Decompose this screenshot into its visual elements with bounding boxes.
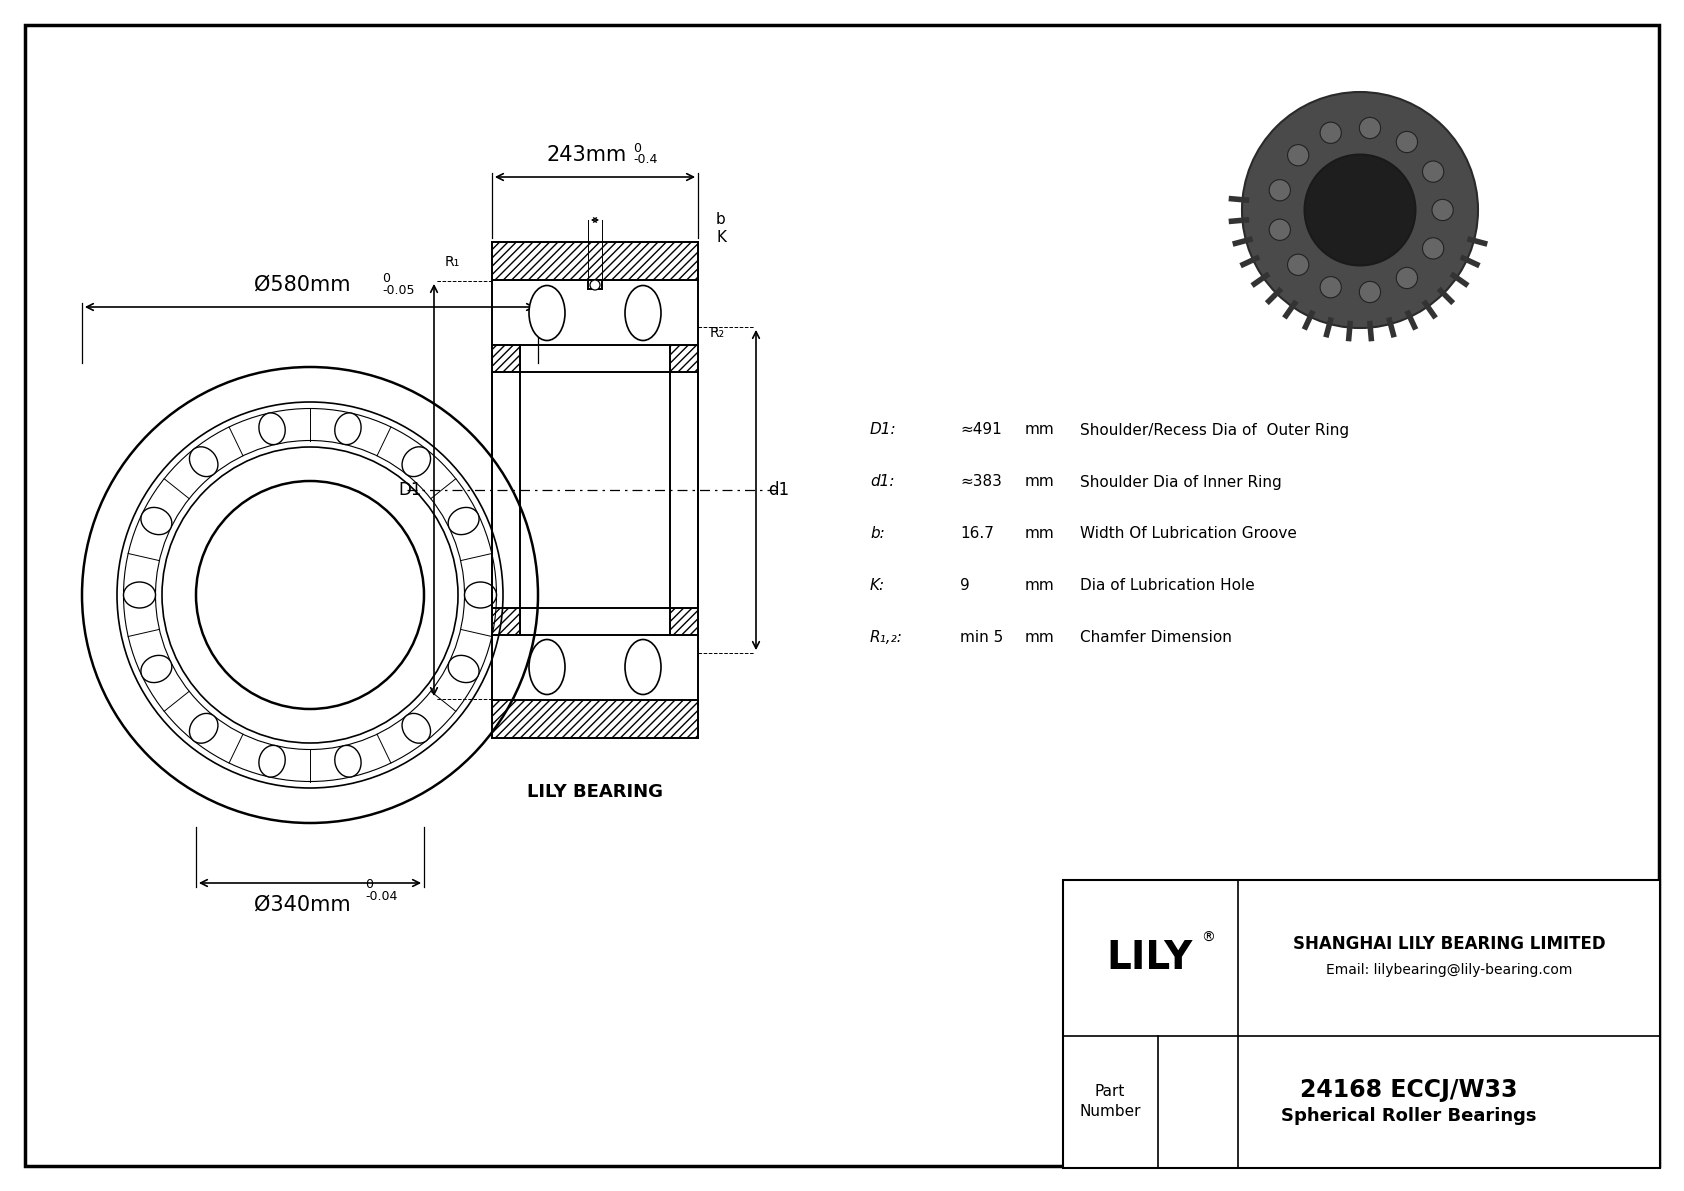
Text: Part
Number: Part Number (1079, 1084, 1140, 1120)
Text: K:: K: (871, 579, 886, 593)
Text: ≈383: ≈383 (960, 474, 1002, 490)
Ellipse shape (529, 640, 566, 694)
Text: -0.4: -0.4 (633, 152, 657, 166)
Text: mm: mm (1026, 526, 1054, 542)
Ellipse shape (402, 447, 431, 476)
Text: 0: 0 (365, 878, 372, 891)
Ellipse shape (335, 746, 360, 777)
Ellipse shape (448, 507, 478, 535)
Text: D1:: D1: (871, 423, 896, 437)
Text: ≈491: ≈491 (960, 423, 1002, 437)
Ellipse shape (190, 713, 217, 743)
Ellipse shape (123, 582, 155, 607)
Text: ®: ® (1201, 930, 1214, 944)
Circle shape (1423, 161, 1443, 182)
Text: Dia of Lubrication Hole: Dia of Lubrication Hole (1079, 579, 1255, 593)
Text: b: b (716, 212, 726, 227)
Text: Email: lilybearing@lily-bearing.com: Email: lilybearing@lily-bearing.com (1325, 962, 1573, 977)
Text: d1:: d1: (871, 474, 894, 490)
Circle shape (1305, 155, 1416, 266)
Text: min 5: min 5 (960, 630, 1004, 646)
Ellipse shape (259, 413, 285, 444)
Text: Width Of Lubrication Groove: Width Of Lubrication Groove (1079, 526, 1297, 542)
Circle shape (1431, 199, 1453, 220)
Text: 9: 9 (960, 579, 970, 593)
Circle shape (1320, 276, 1342, 298)
Text: R₂: R₂ (711, 326, 726, 339)
Text: d1: d1 (768, 481, 790, 499)
Ellipse shape (465, 582, 497, 607)
Circle shape (1288, 254, 1308, 275)
Text: -0.04: -0.04 (365, 890, 397, 903)
Text: 16.7: 16.7 (960, 526, 994, 542)
Text: K: K (716, 231, 726, 245)
Ellipse shape (190, 447, 217, 476)
Text: Shoulder Dia of Inner Ring: Shoulder Dia of Inner Ring (1079, 474, 1282, 490)
Text: 24168 ECCJ/W33: 24168 ECCJ/W33 (1300, 1078, 1517, 1102)
Text: mm: mm (1026, 423, 1054, 437)
Circle shape (1320, 123, 1342, 143)
Circle shape (1270, 180, 1290, 201)
Text: D1: D1 (399, 481, 423, 499)
Text: mm: mm (1026, 474, 1054, 490)
Ellipse shape (625, 640, 662, 694)
Circle shape (1423, 238, 1443, 258)
Text: R₁,₂:: R₁,₂: (871, 630, 903, 646)
Ellipse shape (335, 413, 360, 444)
Circle shape (1243, 92, 1479, 328)
Text: R₁: R₁ (445, 255, 460, 269)
Circle shape (1359, 118, 1381, 138)
Circle shape (1288, 144, 1308, 166)
Text: -0.05: -0.05 (382, 283, 414, 297)
Text: 0: 0 (382, 272, 391, 285)
Ellipse shape (259, 746, 285, 777)
Text: LILY BEARING: LILY BEARING (527, 782, 663, 802)
Ellipse shape (402, 713, 431, 743)
Text: mm: mm (1026, 579, 1054, 593)
Ellipse shape (448, 655, 478, 682)
Text: 0: 0 (633, 142, 642, 155)
Text: Ø340mm: Ø340mm (254, 894, 350, 915)
Text: LILY: LILY (1106, 939, 1194, 977)
Circle shape (1396, 131, 1418, 152)
Text: b:: b: (871, 526, 884, 542)
Ellipse shape (141, 507, 172, 535)
Text: Shoulder/Recess Dia of  Outer Ring: Shoulder/Recess Dia of Outer Ring (1079, 423, 1349, 437)
Circle shape (1270, 219, 1290, 241)
Circle shape (1359, 281, 1381, 303)
Circle shape (589, 280, 600, 289)
Text: Chamfer Dimension: Chamfer Dimension (1079, 630, 1233, 646)
Bar (1063, 880, 1660, 1168)
Text: Spherical Roller Bearings: Spherical Roller Bearings (1282, 1106, 1537, 1124)
Text: 243mm: 243mm (547, 145, 626, 166)
Text: mm: mm (1026, 630, 1054, 646)
Text: Ø580mm: Ø580mm (254, 275, 350, 295)
Text: SHANGHAI LILY BEARING LIMITED: SHANGHAI LILY BEARING LIMITED (1293, 935, 1605, 953)
Ellipse shape (529, 286, 566, 341)
Ellipse shape (625, 286, 662, 341)
Ellipse shape (141, 655, 172, 682)
Circle shape (1396, 267, 1418, 288)
